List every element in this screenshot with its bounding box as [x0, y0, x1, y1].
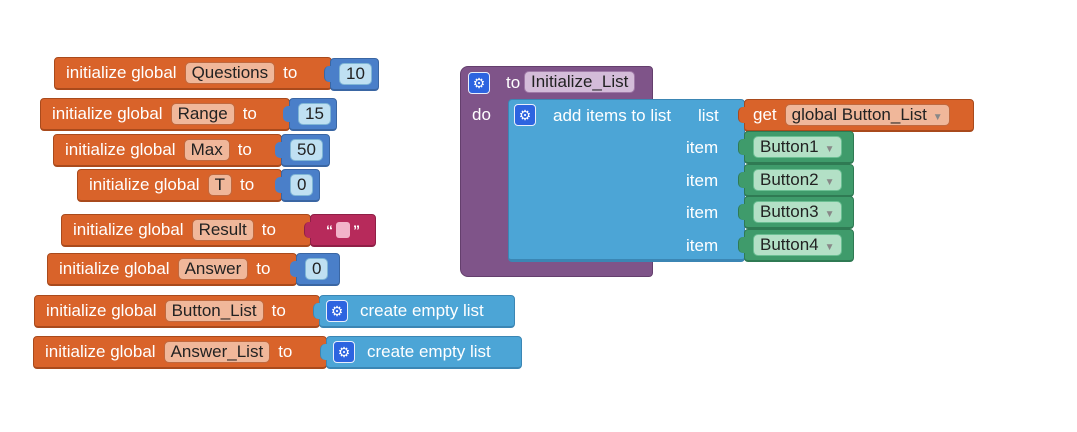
list-socket-label: list [698, 106, 719, 125]
block-to-label: to [261, 220, 276, 239]
puzzle-tab [738, 204, 748, 220]
close-quote: ” [353, 222, 360, 238]
variable-name-field[interactable]: Range [170, 103, 235, 125]
gear-icon[interactable]: ⚙ [333, 341, 355, 363]
variable-name-field[interactable]: Answer [177, 258, 249, 280]
dropdown-arrow-icon: ▼ [932, 112, 943, 123]
procedure-do-label: do [472, 105, 491, 124]
block-prefix: initialize global [65, 140, 176, 159]
component-dropdown[interactable]: Button2 ▼ [753, 169, 842, 191]
block-to-label: to [283, 63, 298, 82]
get-variable-block[interactable]: get global Button_List ▼ [738, 99, 974, 132]
puzzle-tab [738, 139, 748, 155]
empty-string-field[interactable] [336, 222, 350, 238]
block-prefix: initialize global [73, 220, 184, 239]
puzzle-tab [304, 222, 314, 238]
component-name: Button2 [760, 170, 819, 189]
global-range-block[interactable]: initialize global Range to [40, 98, 290, 131]
number-block[interactable]: 0 [290, 253, 340, 286]
dropdown-arrow-icon: ▼ [824, 177, 835, 188]
global-button-list-block[interactable]: initialize global Button_List to [34, 295, 320, 328]
number-block[interactable]: 0 [275, 169, 320, 202]
variable-name-field[interactable]: Result [191, 219, 254, 241]
puzzle-tab [275, 177, 284, 193]
get-label: get [753, 105, 777, 124]
block-prefix: initialize global [52, 104, 163, 123]
procedure-name-field[interactable]: Initialize_List [524, 71, 636, 93]
block-to-label: to [239, 175, 255, 194]
create-empty-list-label: create empty list [367, 342, 491, 361]
block-prefix: initialize global [89, 175, 200, 194]
component-button2-block[interactable]: Button2 ▼ [738, 164, 854, 197]
number-field[interactable]: 0 [290, 174, 314, 196]
block-to-label: to [271, 301, 286, 320]
component-dropdown[interactable]: Button1 ▼ [753, 136, 842, 158]
component-name: Button3 [760, 202, 819, 221]
get-variable-dropdown[interactable]: global Button_List ▼ [784, 104, 950, 126]
component-button1-block[interactable]: Button1 ▼ [738, 131, 854, 164]
number-field[interactable]: 50 [290, 139, 323, 161]
gear-icon[interactable]: ⚙ [514, 104, 536, 126]
puzzle-tab [738, 107, 748, 123]
component-button3-block[interactable]: Button3 ▼ [738, 196, 854, 229]
block-prefix: initialize global [45, 342, 156, 361]
puzzle-tab [738, 237, 748, 253]
create-empty-list-block[interactable]: ⚙ create empty list [320, 336, 522, 369]
block-prefix: initialize global [66, 63, 177, 82]
item-socket-label: item [686, 203, 719, 222]
puzzle-tab [320, 344, 330, 360]
puzzle-tab [324, 66, 334, 82]
dropdown-arrow-icon: ▼ [824, 144, 835, 155]
number-block[interactable]: 15 [283, 98, 337, 131]
dropdown-arrow-icon: ▼ [824, 242, 835, 253]
procedure-to-label: to [506, 73, 521, 92]
global-result-block[interactable]: initialize global Result to [61, 214, 311, 247]
add-items-label: add items to list [553, 106, 672, 125]
global-questions-block[interactable]: initialize global Questions to [54, 57, 332, 90]
block-prefix: initialize global [59, 259, 170, 278]
dropdown-arrow-icon: ▼ [824, 209, 835, 220]
global-answer-list-block[interactable]: initialize global Answer_List to [33, 336, 327, 369]
component-button4-block[interactable]: Button4 ▼ [738, 229, 854, 262]
puzzle-tab [738, 172, 748, 188]
puzzle-tab [275, 142, 284, 158]
global-answer-block[interactable]: initialize global Answer to [47, 253, 297, 286]
variable-name-field[interactable]: Answer_List [163, 341, 271, 363]
component-name: Button1 [760, 137, 819, 156]
variable-name-field[interactable]: T [207, 174, 232, 196]
number-field[interactable]: 10 [339, 63, 372, 85]
component-name: Button4 [760, 235, 819, 254]
puzzle-tab [313, 303, 323, 319]
block-prefix: initialize global [46, 301, 157, 320]
add-items-to-list-block[interactable] [508, 99, 745, 262]
get-variable-name: global Button_List [791, 105, 927, 124]
number-block[interactable]: 50 [275, 134, 330, 167]
block-to-label: to [242, 104, 257, 123]
number-block[interactable]: 10 [324, 58, 379, 91]
create-empty-list-label: create empty list [360, 301, 484, 320]
block-to-label: to [256, 259, 271, 278]
variable-name-field[interactable]: Questions [184, 62, 276, 84]
item-socket-label: item [686, 236, 719, 255]
puzzle-tab [283, 106, 292, 122]
number-field[interactable]: 15 [298, 103, 331, 125]
text-string-block[interactable]: “ ” [304, 214, 376, 247]
global-t-block[interactable]: initialize global T to [77, 169, 282, 202]
puzzle-tab [290, 261, 299, 277]
variable-name-field[interactable]: Max [183, 139, 230, 161]
item-socket-label: item [686, 171, 719, 190]
component-dropdown[interactable]: Button4 ▼ [753, 234, 842, 256]
gear-icon[interactable]: ⚙ [468, 72, 490, 94]
variable-name-field[interactable]: Button_List [164, 300, 264, 322]
component-dropdown[interactable]: Button3 ▼ [753, 201, 842, 223]
block-to-label: to [237, 140, 252, 159]
item-socket-label: item [686, 138, 719, 157]
global-max-block[interactable]: initialize global Max to [53, 134, 282, 167]
number-field[interactable]: 0 [305, 258, 329, 280]
open-quote: “ [326, 222, 333, 238]
gear-icon[interactable]: ⚙ [326, 300, 348, 322]
block-to-label: to [278, 342, 293, 361]
create-empty-list-block[interactable]: ⚙ create empty list [313, 295, 515, 328]
